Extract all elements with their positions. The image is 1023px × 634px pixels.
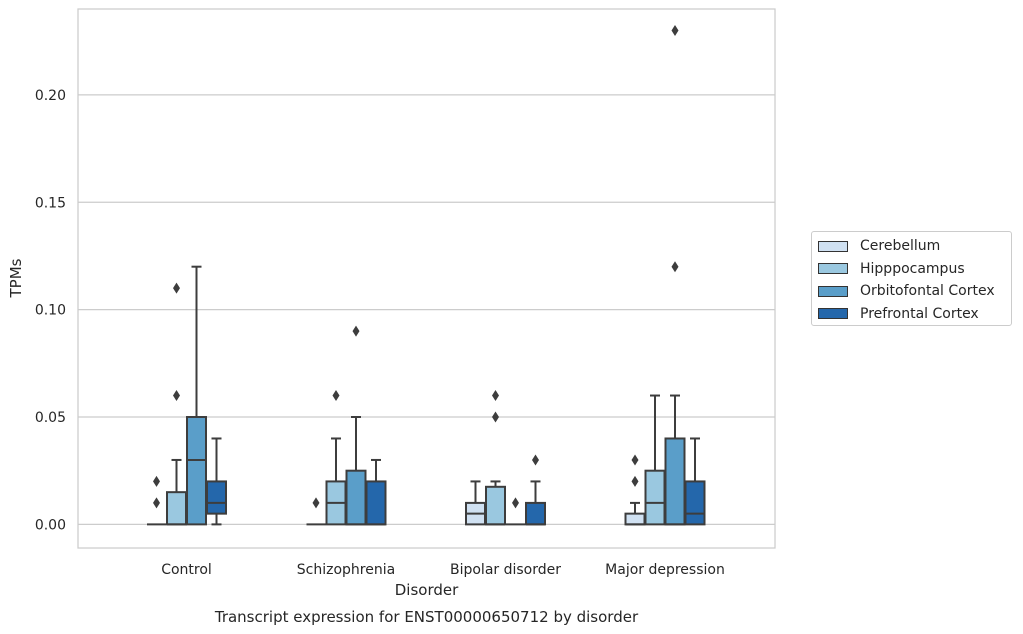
outlier-point: [492, 411, 499, 423]
legend-item: Orbitofontal Cortex: [818, 280, 1011, 303]
box-body: [624, 512, 646, 526]
box-orbitofontal-cortex: [664, 24, 686, 526]
legend-swatch: [818, 263, 848, 275]
outlier-point: [153, 475, 160, 487]
y-tick-label: 0.20: [35, 88, 66, 104]
outlier-point: [332, 390, 340, 402]
legend: Cerebellum Hipppocampus Orbitofontal Corte…: [811, 231, 1012, 326]
outlier-point: [631, 475, 639, 487]
outlier-point: [173, 282, 180, 294]
outlier-point: [671, 24, 679, 36]
box-prefrontal-cortex: [684, 437, 706, 526]
legend-swatch: [818, 240, 848, 252]
box-hipppocampus: [644, 394, 666, 526]
box-body: [485, 485, 506, 526]
y-tick-label: 0.15: [35, 195, 66, 211]
box-hipppocampus: [325, 390, 347, 526]
outlier-point: [173, 390, 180, 402]
plot-frame: [77, 8, 776, 549]
box-body: [664, 437, 686, 526]
legend-item: Prefrontal Cortex: [818, 303, 1011, 326]
box-body: [166, 491, 187, 526]
box-cerebellum: [306, 497, 326, 526]
y-tick-label: 0.00: [35, 517, 66, 533]
box-prefrontal-cortex: [525, 454, 546, 526]
outlier-point: [631, 454, 639, 466]
box-orbitofontal-cortex: [506, 497, 525, 526]
box-body: [525, 501, 546, 526]
box-orbitofontal-cortex: [345, 325, 367, 526]
legend-label: Cerebellum: [860, 238, 941, 255]
box-plots: [147, 24, 706, 526]
box-body: [186, 416, 207, 526]
box-hipppocampus: [166, 282, 187, 526]
legend-label: Hipppocampus: [860, 260, 965, 277]
y-tick-label: 0.05: [35, 410, 66, 426]
box-body: [206, 480, 227, 515]
x-axis-title: Disorder: [395, 581, 459, 599]
x-tick-label: Control: [161, 562, 212, 578]
tick-labels: 0.00 0.05 0.10 0.15 0.20 Control Schizophrenia…: [35, 88, 725, 578]
legend-swatch: [818, 308, 848, 320]
x-tick-label: Major depression: [605, 562, 725, 578]
box-body: [365, 480, 387, 526]
legend-item: Cerebellum: [818, 235, 1011, 258]
x-tick-label: Schizophrenia: [297, 562, 395, 578]
box-orbitofontal-cortex: [186, 265, 207, 526]
box-cerebellum: [624, 454, 646, 526]
box-cerebellum: [465, 480, 486, 526]
outlier-point: [312, 497, 320, 509]
box-cerebellum: [147, 475, 166, 526]
box-prefrontal-cortex: [206, 437, 227, 526]
box-body: [684, 480, 706, 526]
outlier-point: [532, 454, 539, 466]
chart-caption: Transcript expression for ENST0000065071…: [214, 608, 639, 626]
outlier-point: [671, 261, 679, 273]
y-tick-label: 0.10: [35, 303, 66, 319]
y-axis-title: TPMs: [7, 258, 25, 298]
legend-swatch: [818, 285, 848, 297]
legend-label: Prefrontal Cortex: [860, 305, 979, 322]
x-tick-label: Bipolar disorder: [450, 562, 561, 578]
box-body: [345, 469, 367, 526]
legend-item: Hipppocampus: [818, 258, 1011, 281]
outlier-point: [492, 390, 499, 402]
box-hipppocampus: [485, 390, 506, 526]
outlier-point: [352, 325, 360, 337]
outlier-point: [153, 497, 160, 509]
box-prefrontal-cortex: [365, 458, 387, 526]
box-body: [644, 469, 666, 526]
legend-label: Orbitofontal Cortex: [860, 283, 995, 300]
outlier-point: [512, 497, 519, 509]
